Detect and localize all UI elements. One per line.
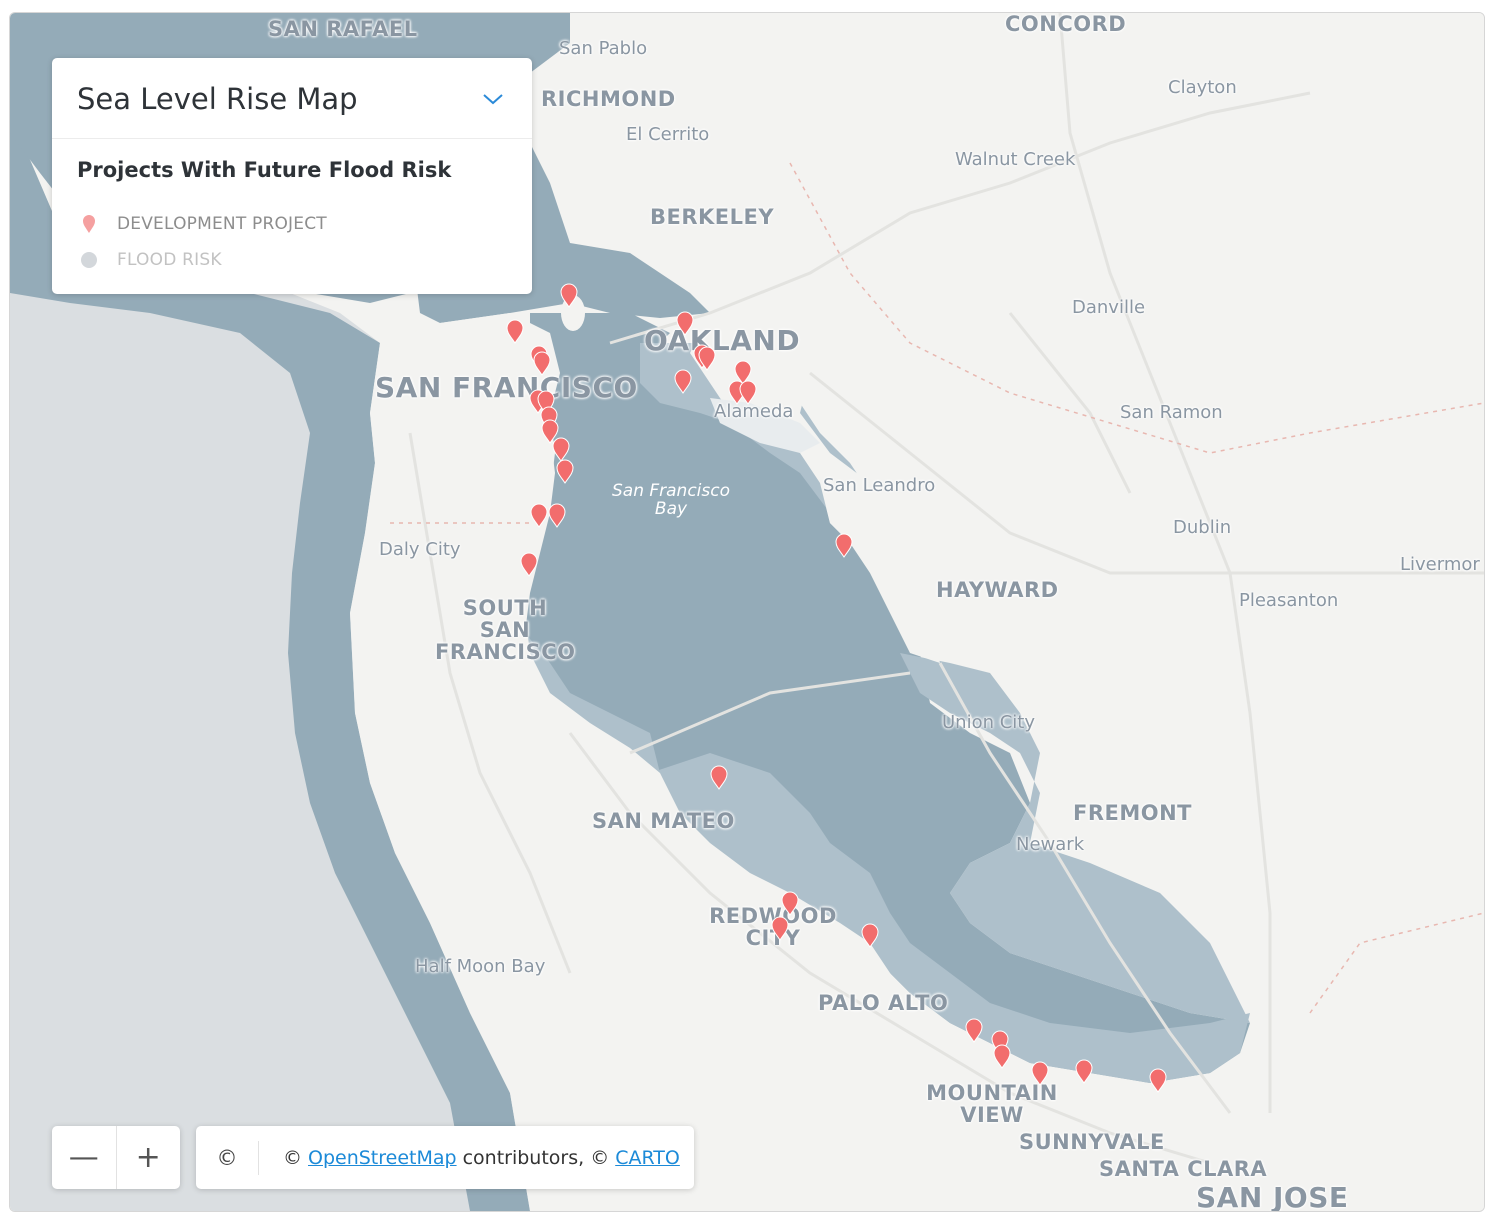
legend-item-flood-risk[interactable]: FLOOD RISK [77, 250, 222, 270]
development-project-marker[interactable] [530, 503, 548, 528]
label-fremont: FREMONT [1073, 801, 1193, 825]
sf-bay [525, 313, 1250, 1083]
development-project-marker[interactable] [771, 916, 789, 941]
coastal-band [10, 113, 530, 1211]
label-daly-city: Daly City [379, 539, 461, 560]
development-project-marker[interactable] [560, 283, 578, 308]
label-mountain-view: MOUNTAIN VIEW [926, 1081, 1058, 1128]
label-san-leandro: San Leandro [823, 475, 936, 496]
development-project-marker[interactable] [533, 351, 551, 376]
legend-item-development[interactable]: DEVELOPMENT PROJECT [77, 214, 327, 234]
development-project-marker[interactable] [520, 552, 538, 577]
label-danville: Danville [1072, 297, 1146, 318]
development-project-marker[interactable] [993, 1044, 1011, 1069]
label-el-cerrito: El Cerrito [626, 124, 710, 145]
carto-link[interactable]: CARTO [615, 1146, 680, 1169]
pin-icon [77, 214, 101, 234]
development-project-marker[interactable] [556, 459, 574, 484]
zoom-control: — + [52, 1126, 180, 1189]
zoom-divider [115, 1126, 117, 1189]
legend-panel: Sea Level Rise Map Projects With Future … [52, 58, 532, 294]
legend-item-label: FLOOD RISK [117, 250, 222, 270]
development-project-marker[interactable] [1149, 1068, 1167, 1093]
legend-title: Sea Level Rise Map [77, 82, 358, 116]
attribution-middle: contributors, © [462, 1146, 610, 1169]
development-project-marker[interactable] [861, 923, 879, 948]
label-san-pablo: San Pablo [559, 38, 648, 59]
osm-link[interactable]: OpenStreetMap [308, 1146, 457, 1169]
development-project-marker[interactable] [506, 319, 524, 344]
label-san-mateo: SAN MATEO [592, 809, 735, 833]
label-richmond: RICHMOND [541, 87, 676, 111]
development-project-marker[interactable] [548, 503, 566, 528]
attribution-toggle-icon[interactable]: © [216, 1145, 238, 1170]
label-alameda: Alameda [714, 401, 794, 422]
flood-zone-sfo [525, 633, 660, 773]
flood-zone-south [650, 753, 1250, 1083]
circle-icon [77, 250, 101, 270]
development-project-marker[interactable] [835, 533, 853, 558]
label-livermore: Livermor [1400, 554, 1480, 575]
label-south-sf: SOUTH SAN FRANCISCO [435, 596, 576, 665]
flood-zone-east [900, 653, 1250, 1023]
attribution-bar: © © OpenStreetMap contributors, © CARTO [196, 1126, 694, 1189]
development-project-marker[interactable] [1031, 1061, 1049, 1086]
label-sunnyvale: SUNNYVALE [1019, 1130, 1165, 1154]
label-walnut-creek: Walnut Creek [955, 149, 1076, 170]
zoom-out-button[interactable]: — [68, 1140, 99, 1175]
legend-divider [52, 138, 532, 139]
label-pleasanton: Pleasanton [1239, 590, 1339, 611]
development-project-marker[interactable] [739, 380, 757, 405]
label-san-francisco: SAN FRANCISCO [375, 371, 638, 404]
label-redwood-city: REDWOOD CITY [709, 904, 837, 951]
development-project-marker[interactable] [541, 419, 559, 444]
label-san-jose: SAN JOSE [1196, 1181, 1349, 1212]
label-dublin: Dublin [1173, 517, 1232, 538]
label-newark: Newark [1016, 834, 1085, 855]
label-santa-clara: SANTA CLARA [1099, 1157, 1268, 1181]
label-san-rafael: SAN RAFAEL [268, 17, 418, 41]
label-concord: CONCORD [1005, 12, 1127, 36]
label-hayward: HAYWARD [936, 578, 1059, 602]
development-project-marker[interactable] [710, 765, 728, 790]
map-canvas[interactable]: SAN RAFAEL San Pablo CONCORD Clayton RIC… [9, 12, 1485, 1212]
development-project-marker[interactable] [965, 1018, 983, 1043]
development-project-marker[interactable] [734, 360, 752, 385]
zoom-in-button[interactable]: + [135, 1140, 161, 1175]
attribution-divider [258, 1140, 259, 1175]
label-union-city: Union City [942, 712, 1036, 733]
development-project-marker[interactable] [674, 369, 692, 394]
development-project-marker[interactable] [1075, 1059, 1093, 1084]
development-project-marker[interactable] [676, 311, 694, 336]
sf-peninsula [350, 313, 1310, 1211]
label-half-moon-bay: Half Moon Bay [415, 956, 546, 977]
development-project-marker[interactable] [781, 891, 799, 916]
chevron-down-icon[interactable] [478, 84, 508, 114]
development-project-marker[interactable] [552, 437, 570, 462]
label-sf-bay: San Francisco Bay [611, 481, 731, 519]
label-san-ramon: San Ramon [1120, 402, 1223, 423]
legend-item-label: DEVELOPMENT PROJECT [117, 214, 327, 234]
label-oakland: OAKLAND [644, 324, 801, 357]
legend-subtitle: Projects With Future Flood Risk [77, 158, 452, 182]
development-project-marker[interactable] [698, 346, 716, 371]
attribution-prefix: © [283, 1146, 302, 1169]
label-berkeley: BERKELEY [650, 205, 775, 229]
label-clayton: Clayton [1168, 77, 1237, 98]
label-palo-alto: PALO ALTO [818, 991, 949, 1015]
